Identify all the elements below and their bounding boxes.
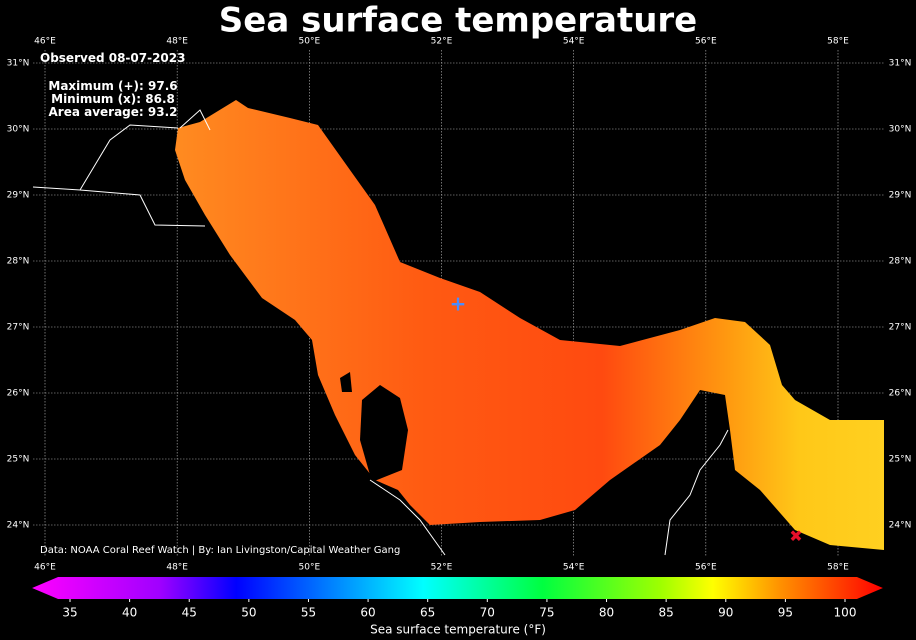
colorbar-tick-label: 45 xyxy=(182,606,197,620)
lat-label: 27°N xyxy=(889,323,912,333)
sea-surface xyxy=(175,100,884,550)
lat-label: 30°N xyxy=(889,125,912,135)
lat-label: 26°N xyxy=(7,389,30,399)
colorbar-ramp xyxy=(32,577,883,599)
stat-minimum: Minimum (x): 86.8 xyxy=(51,92,175,106)
colorbar-tick-label: 35 xyxy=(62,606,77,620)
lon-label: 46°E xyxy=(34,37,56,47)
title: Sea surface temperature xyxy=(219,1,697,41)
lat-label: 31°N xyxy=(7,59,30,69)
lat-label: 28°N xyxy=(889,257,912,267)
colorbar-tick-label: 70 xyxy=(480,606,495,620)
maximum-marker: + xyxy=(450,292,467,316)
lon-label: 56°E xyxy=(695,563,717,573)
colorbar-tick-label: 65 xyxy=(420,606,435,620)
lat-label: 24°N xyxy=(7,521,30,531)
colorbar-tick-label: 55 xyxy=(301,606,316,620)
colorbar-tick-label: 50 xyxy=(241,606,256,620)
lon-label: 50°E xyxy=(299,37,321,47)
colorbar-tick-label: 100 xyxy=(834,606,857,620)
lon-label: 54°E xyxy=(563,563,585,573)
colorbar-tick-label: 95 xyxy=(778,606,793,620)
stat-maximum: Maximum (+): 97.6 xyxy=(48,79,177,93)
colorbar-tick-label: 85 xyxy=(659,606,674,620)
lon-label: 58°E xyxy=(827,563,849,573)
minimum-marker: ✖ xyxy=(789,527,802,546)
bahrain xyxy=(340,372,352,392)
borders xyxy=(32,109,729,556)
lon-label: 48°E xyxy=(166,563,188,573)
lon-label: 58°E xyxy=(827,37,849,47)
lat-label: 27°N xyxy=(7,323,30,333)
lat-label: 29°N xyxy=(7,191,30,201)
colorbar-tick-label: 40 xyxy=(122,606,137,620)
lon-label: 52°E xyxy=(431,37,453,47)
lat-label: 29°N xyxy=(889,191,912,201)
qatar xyxy=(360,385,408,482)
lon-label: 46°E xyxy=(34,563,56,573)
colorbar-label: Sea surface temperature (°F) xyxy=(370,623,546,637)
stat-average: Area average: 93.2 xyxy=(48,105,177,119)
lat-label: 31°N xyxy=(889,59,912,69)
lat-label: 26°N xyxy=(889,389,912,399)
colorbar-tick-label: 90 xyxy=(718,606,733,620)
observed-date: Observed 08-07-2023 xyxy=(40,51,185,65)
credit: Data: NOAA Coral Reef Watch | By: Ian Li… xyxy=(40,545,400,556)
graticule: 46°E 46°E 48°E 48°E 50°E 50°E 52°E 52°E 54°E 54°E… xyxy=(7,37,912,573)
lon-label: 48°E xyxy=(166,37,188,47)
lat-label: 24°N xyxy=(889,521,912,531)
lat-label: 28°N xyxy=(7,257,30,267)
lon-label: 50°E xyxy=(299,563,321,573)
lon-label: 52°E xyxy=(431,563,453,573)
colorbar-tick-label: 75 xyxy=(539,606,554,620)
lat-label: 30°N xyxy=(7,125,30,135)
lon-label: 54°E xyxy=(563,37,585,47)
lon-label: 56°E xyxy=(695,37,717,47)
lat-label: 25°N xyxy=(7,455,30,465)
colorbar-tick-label: 80 xyxy=(599,606,614,620)
colorbar: 35 40 45 50 55 60 65 70 75 80 85 90 95 100 xyxy=(32,577,883,620)
lat-label: 25°N xyxy=(889,455,912,465)
colorbar-tick-label: 60 xyxy=(360,606,375,620)
